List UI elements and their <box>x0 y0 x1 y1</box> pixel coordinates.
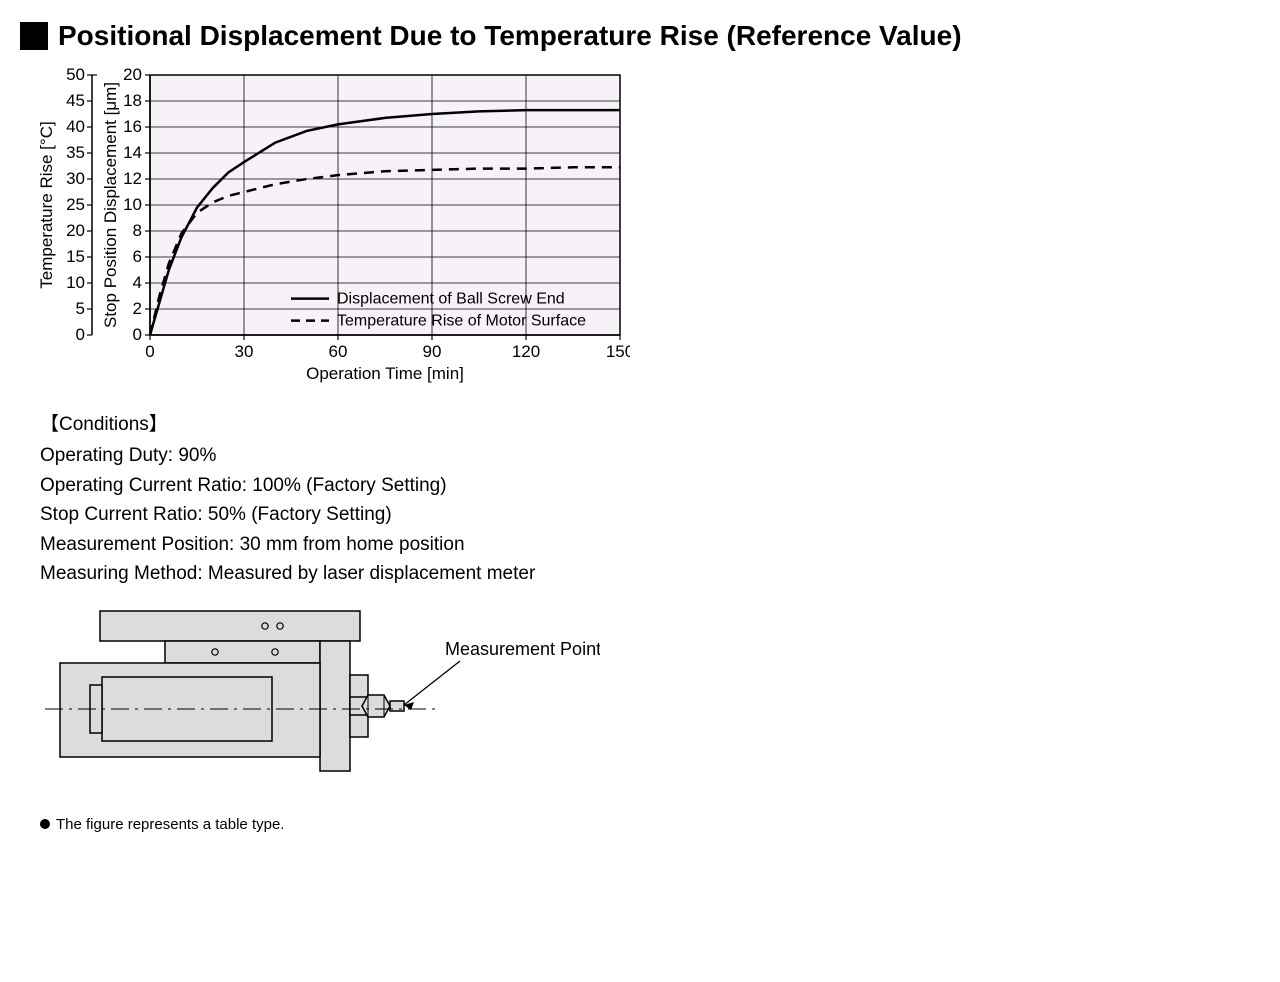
svg-text:5: 5 <box>76 299 85 318</box>
svg-text:4: 4 <box>133 273 142 292</box>
svg-text:120: 120 <box>512 342 540 361</box>
section-title-row: Positional Displacement Due to Temperatu… <box>20 20 1260 52</box>
conditions-line: Operating Current Ratio: 100% (Factory S… <box>40 471 1260 500</box>
measurement-point-label: Measurement Point <box>445 639 600 659</box>
svg-text:90: 90 <box>423 342 442 361</box>
conditions-list: Operating Duty: 90%Operating Current Rat… <box>40 441 1260 588</box>
section-title: Positional Displacement Due to Temperatu… <box>58 20 962 52</box>
svg-text:40: 40 <box>66 117 85 136</box>
svg-text:8: 8 <box>133 221 142 240</box>
svg-text:6: 6 <box>133 247 142 266</box>
svg-text:50: 50 <box>66 67 85 84</box>
svg-text:0: 0 <box>145 342 154 361</box>
svg-text:30: 30 <box>235 342 254 361</box>
svg-text:10: 10 <box>123 195 142 214</box>
svg-text:0: 0 <box>76 325 85 344</box>
svg-text:60: 60 <box>329 342 348 361</box>
title-marker-square <box>20 22 48 50</box>
conditions-line: Stop Current Ratio: 50% (Factory Setting… <box>40 500 1260 529</box>
conditions-block: 【Conditions】 Operating Duty: 90%Operatin… <box>40 410 1260 589</box>
svg-text:20: 20 <box>123 67 142 84</box>
conditions-line: Measuring Method: Measured by laser disp… <box>40 559 1260 588</box>
mechanical-diagram-container: Measurement Point <box>40 601 1260 806</box>
footnote-row: The figure represents a table type. <box>40 816 1260 833</box>
conditions-line: Measurement Position: 30 mm from home po… <box>40 530 1260 559</box>
svg-text:10: 10 <box>66 273 85 292</box>
svg-text:20: 20 <box>66 221 85 240</box>
svg-text:30: 30 <box>66 169 85 188</box>
chart-container: 02468101214161820Stop Position Displacem… <box>40 67 1260 390</box>
mechanical-diagram: Measurement Point <box>40 601 600 801</box>
svg-text:45: 45 <box>66 91 85 110</box>
svg-text:2: 2 <box>133 299 142 318</box>
svg-text:Operation Time [min]: Operation Time [min] <box>306 364 464 383</box>
svg-text:14: 14 <box>123 143 142 162</box>
svg-text:16: 16 <box>123 117 142 136</box>
bullet-icon <box>40 819 50 829</box>
svg-text:15: 15 <box>66 247 85 266</box>
svg-text:0: 0 <box>133 325 142 344</box>
svg-text:25: 25 <box>66 195 85 214</box>
svg-text:35: 35 <box>66 143 85 162</box>
conditions-line: Operating Duty: 90% <box>40 441 1260 470</box>
svg-text:18: 18 <box>123 91 142 110</box>
svg-text:12: 12 <box>123 169 142 188</box>
svg-text:Displacement of Ball Screw End: Displacement of Ball Screw End <box>337 291 565 308</box>
svg-text:150: 150 <box>606 342 630 361</box>
footnote-text: The figure represents a table type. <box>56 816 284 833</box>
conditions-header: 【Conditions】 <box>40 410 1260 439</box>
svg-text:Temperature Rise [°C]: Temperature Rise [°C] <box>40 121 56 288</box>
displacement-chart: 02468101214161820Stop Position Displacem… <box>40 67 630 385</box>
svg-text:Stop Position Displacement [μm: Stop Position Displacement [μm] <box>101 82 120 328</box>
svg-text:Temperature Rise of Motor Surf: Temperature Rise of Motor Surface <box>337 313 586 330</box>
